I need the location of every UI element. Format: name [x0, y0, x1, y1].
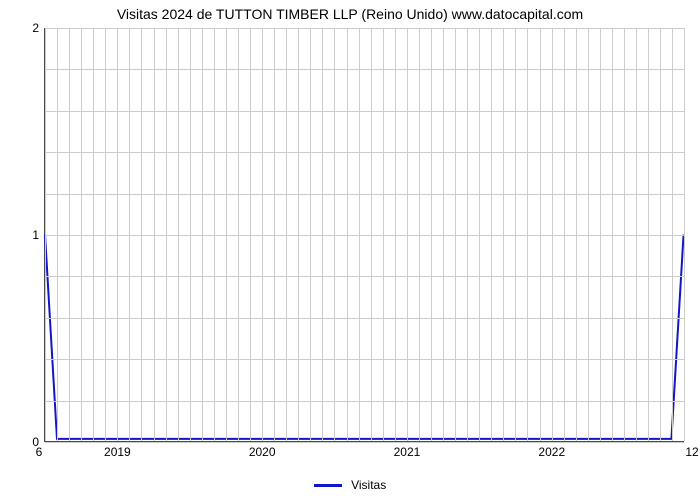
plot-area: 6 12 2019202020212022012: [44, 28, 684, 442]
gridline-horizontal-minor: [45, 111, 684, 112]
gridline-horizontal-minor: [45, 194, 684, 195]
x-tick-label: 2022: [538, 441, 565, 459]
gridline-horizontal: [45, 235, 684, 236]
chart-title: Visitas 2024 de TUTTON TIMBER LLP (Reino…: [0, 6, 700, 22]
x-tick-label: 2019: [104, 441, 131, 459]
gridline-horizontal-minor: [45, 401, 684, 402]
chart-container: Visitas 2024 de TUTTON TIMBER LLP (Reino…: [0, 0, 700, 500]
gridline-horizontal: [45, 28, 684, 29]
y-tick-label: 1: [32, 228, 45, 242]
y-tick-label: 0: [32, 435, 45, 449]
x-tick-label: 2021: [394, 441, 421, 459]
gridline-vertical: [684, 28, 685, 441]
gridline-horizontal-minor: [45, 318, 684, 319]
gridline-horizontal-minor: [45, 276, 684, 277]
gridline-horizontal-minor: [45, 359, 684, 360]
x-outer-right-label: 12: [685, 441, 698, 459]
legend-swatch: [314, 484, 342, 487]
gridline-horizontal-minor: [45, 69, 684, 70]
y-tick-label: 2: [32, 21, 45, 35]
plot-inner: [45, 28, 684, 441]
legend: Visitas: [0, 478, 700, 492]
x-tick-label: 2020: [249, 441, 276, 459]
gridline-horizontal: [45, 442, 684, 443]
gridline-horizontal-minor: [45, 152, 684, 153]
legend-label: Visitas: [351, 478, 386, 492]
